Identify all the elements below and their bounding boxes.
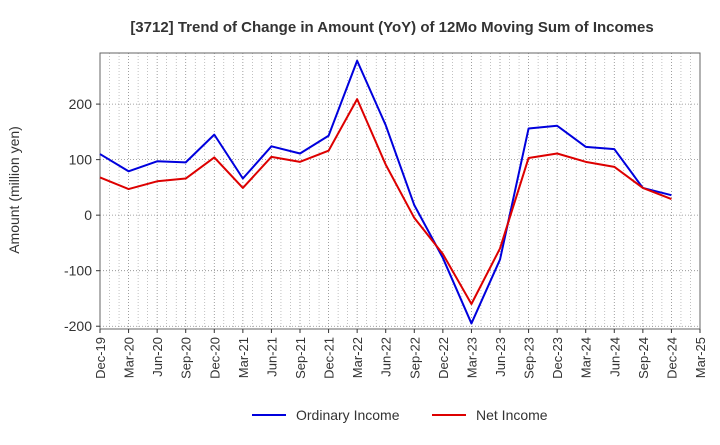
x-tick-label: Dec-24 (664, 337, 679, 379)
x-tick-label: Jun-24 (607, 337, 622, 377)
x-tick-label: Dec-21 (322, 337, 337, 379)
x-tick-label: Mar-21 (236, 337, 251, 378)
grid (99, 52, 701, 330)
x-tick-label: Dec-20 (207, 337, 222, 379)
x-tick-label: Sep-24 (636, 337, 651, 379)
series (99, 59, 672, 325)
x-tick-label: Jun-21 (264, 337, 279, 377)
plot-border (99, 52, 701, 330)
y-axis: -200 -100 0 100 200 (64, 96, 100, 334)
series-line (99, 59, 672, 325)
x-axis: Dec-19 Mar-20 Jun-20 Sep-20 Dec-20 Mar-21 Jun-… (93, 329, 708, 379)
x-tick-label: Dec-19 (93, 337, 108, 379)
x-tick-label: Mar-20 (122, 337, 137, 378)
y-tick-label: -100 (64, 263, 92, 279)
x-tick-label: Jun-22 (379, 337, 394, 377)
x-tick-label: Mar-25 (693, 337, 708, 378)
legend-label: Ordinary Income (296, 407, 400, 423)
legend: Ordinary Income Net Income (252, 407, 548, 423)
x-tick-label: Jun-20 (150, 337, 165, 377)
x-tick-label: Dec-22 (436, 337, 451, 379)
y-tick-label: -200 (64, 318, 92, 334)
x-tick-label: Sep-23 (522, 337, 537, 379)
y-tick-label: 200 (69, 96, 93, 112)
legend-label: Net Income (476, 407, 548, 423)
x-tick-label: Jun-23 (493, 337, 508, 377)
x-tick-label: Mar-24 (579, 337, 594, 378)
x-tick-label: Dec-23 (550, 337, 565, 379)
x-tick-label: Sep-21 (293, 337, 308, 379)
y-tick-label: 100 (69, 152, 93, 168)
x-tick-label: Sep-22 (407, 337, 422, 379)
y-axis-label: Amount (million yen) (6, 126, 22, 254)
x-tick-label: Mar-22 (350, 337, 365, 378)
x-tick-label: Sep-20 (179, 337, 194, 379)
y-tick-label: 0 (84, 207, 92, 223)
x-tick-label: Mar-23 (464, 337, 479, 378)
chart-title: [3712] Trend of Change in Amount (YoY) o… (130, 19, 653, 36)
series-line (99, 98, 672, 306)
